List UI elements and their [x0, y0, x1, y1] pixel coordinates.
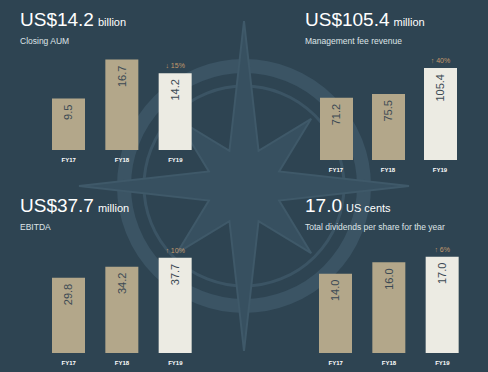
html-text:US$37.7 million: US$37.7 million	[20, 195, 130, 216]
html-text:US$14.2 billion: US$14.2 billion	[20, 9, 127, 30]
svg-text:↑ 6%: ↑ 6%	[434, 246, 450, 253]
svg-text:FY18: FY18	[115, 360, 130, 366]
svg-text:↑ 40%: ↑ 40%	[431, 57, 450, 64]
html-text:EBITDA: EBITDA	[20, 222, 51, 232]
svg-text:FY17: FY17	[61, 360, 76, 366]
svg-text:FY18: FY18	[115, 157, 130, 163]
svg-text:↑ 10%: ↑ 10%	[165, 247, 184, 254]
svg-text:FY19: FY19	[435, 360, 450, 366]
svg-text:FY17: FY17	[61, 157, 76, 163]
svg-text:FY19: FY19	[168, 360, 183, 366]
html-text:Total dividends per share for: Total dividends per share for the year	[305, 222, 445, 232]
svg-text:105.4: 105.4	[435, 74, 447, 102]
svg-text:16.7: 16.7	[116, 66, 128, 87]
html-text:US$105.4 million: US$105.4 million	[305, 9, 425, 30]
svg-text:FY18: FY18	[382, 360, 397, 366]
svg-text:16.0: 16.0	[383, 268, 395, 289]
svg-text:37.7: 37.7	[169, 264, 181, 285]
svg-text:9.5: 9.5	[63, 105, 75, 120]
svg-text:FY19: FY19	[168, 157, 183, 163]
svg-text:FY17: FY17	[329, 167, 344, 173]
svg-text:FY18: FY18	[381, 167, 396, 173]
svg-text:17.0: 17.0	[436, 263, 448, 284]
svg-text:75.5: 75.5	[383, 100, 395, 121]
svg-text:71.2: 71.2	[331, 104, 343, 125]
svg-text:34.2: 34.2	[116, 273, 128, 294]
svg-text:14.2: 14.2	[169, 79, 181, 100]
svg-text:↓ 15%: ↓ 15%	[165, 62, 184, 69]
svg-text:14.0: 14.0	[330, 280, 342, 301]
svg-text:FY19: FY19	[433, 167, 448, 173]
svg-text:FY17: FY17	[328, 360, 343, 366]
html-text:Closing AUM: Closing AUM	[20, 36, 70, 46]
html-text:17.0 US cents: 17.0 US cents	[305, 195, 391, 216]
html-text:Management fee revenue: Management fee revenue	[305, 36, 402, 46]
svg-text:29.8: 29.8	[63, 284, 75, 305]
